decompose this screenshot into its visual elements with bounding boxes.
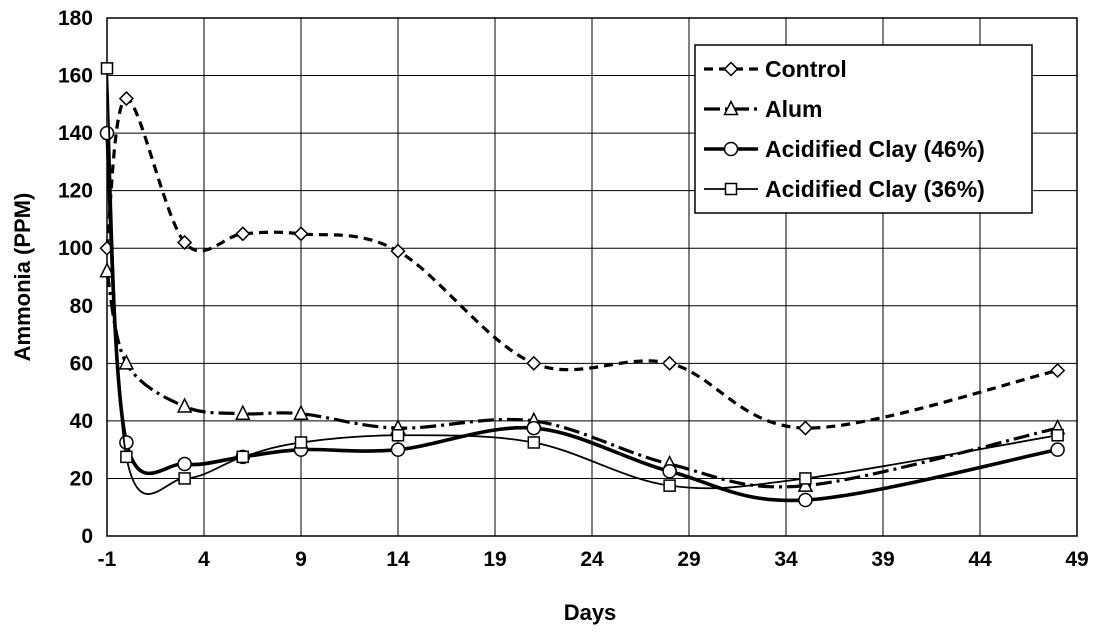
square-point [391, 429, 405, 442]
legend-label: Acidified Clay (36%) [765, 176, 985, 202]
legend-label: Control [765, 56, 847, 82]
triangle-point [118, 354, 135, 370]
series-layer [99, 62, 1066, 508]
square-point [178, 472, 191, 485]
x-tick-label: 9 [295, 548, 307, 571]
square-point [527, 436, 541, 449]
y-tick-label: 120 [58, 180, 93, 203]
x-tick-label: 4 [198, 548, 210, 571]
circle-point [390, 442, 406, 457]
x-tick-label: 29 [677, 548, 700, 571]
x-tick-label: 14 [386, 548, 410, 571]
diamond-point [662, 355, 678, 371]
x-tick-label: 24 [580, 548, 604, 571]
series-square [100, 62, 1064, 495]
legend-label: Alum [765, 96, 823, 122]
x-tick-label: 34 [774, 548, 798, 571]
series-line [105, 270, 1058, 489]
triangle-point [176, 397, 193, 413]
y-tick-label: 160 [58, 65, 93, 88]
square-point [294, 436, 308, 449]
y-tick-label: 60 [70, 352, 93, 375]
x-tick-label: 19 [483, 548, 506, 571]
diamond-point [177, 234, 193, 251]
legend-label: Acidified Clay (46%) [765, 136, 985, 162]
legend: Control Alum Acidified Clay (46%) Acidified… [694, 44, 1033, 214]
diamond-point [1050, 362, 1066, 379]
x-tick-label: 39 [871, 548, 894, 571]
triangle-point [293, 404, 309, 420]
legend-diamond-marker [723, 61, 739, 77]
x-tick-label: 44 [968, 548, 992, 571]
circle-point [798, 492, 813, 508]
circle-point [526, 420, 542, 436]
circle-point [99, 125, 115, 141]
y-tick-label: 140 [58, 122, 93, 145]
diamond-point [235, 226, 251, 242]
square-point [663, 479, 676, 492]
y-axis-ticks: 0 20 40 60 80 100 120 140 160 180 [58, 7, 93, 548]
circle-point [1050, 442, 1065, 457]
diamond-point [797, 420, 813, 436]
diamond-point [526, 355, 542, 371]
legend-triangle-marker [723, 99, 739, 116]
y-tick-label: 0 [81, 525, 93, 548]
series-diamond [99, 91, 1066, 436]
diamond-point [390, 243, 406, 259]
x-tick-label: -1 [98, 548, 117, 571]
y-tick-label: 100 [58, 237, 93, 260]
square-point [799, 472, 812, 485]
x-tick-label: 49 [1065, 548, 1088, 571]
triangle-point [235, 404, 251, 420]
y-tick-label: 40 [70, 410, 93, 433]
legend-box [694, 44, 1033, 214]
diamond-point [293, 226, 309, 242]
square-point [120, 450, 133, 464]
y-tick-label: 20 [70, 467, 93, 490]
legend-circle-marker [723, 141, 739, 157]
x-axis-label: Days [564, 600, 617, 625]
diamond-point [118, 91, 134, 107]
x-axis-ticks: -1 4 9 14 19 24 29 34 39 44 49 [98, 548, 1089, 571]
y-axis-label: Ammonia (PPM) [10, 193, 35, 362]
square-point [100, 62, 114, 75]
y-tick-label: 80 [70, 295, 93, 318]
triangle-point [99, 262, 115, 278]
circle-point [177, 456, 192, 472]
square-point [1051, 429, 1064, 442]
circle-point [662, 464, 677, 479]
square-point [236, 450, 250, 464]
circle-point [119, 435, 134, 450]
y-tick-label: 180 [58, 7, 93, 30]
legend-square-marker [724, 182, 738, 196]
